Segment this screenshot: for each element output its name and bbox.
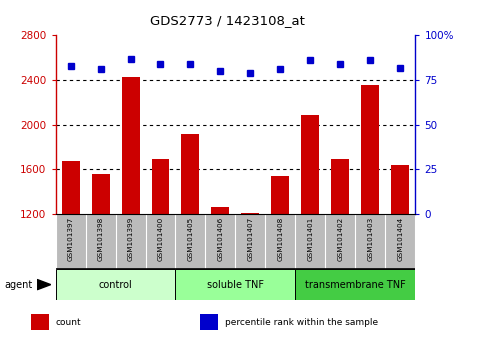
Bar — [31, 314, 49, 330]
Bar — [182, 134, 199, 214]
Bar — [56, 269, 175, 300]
Text: GSM101408: GSM101408 — [277, 217, 284, 261]
Text: GSM101398: GSM101398 — [98, 217, 103, 261]
Bar — [296, 269, 415, 300]
Text: GSM101407: GSM101407 — [247, 217, 254, 261]
Text: GSM101403: GSM101403 — [368, 217, 373, 261]
Bar — [152, 159, 170, 214]
Bar — [212, 207, 229, 214]
Bar — [271, 176, 289, 214]
Text: percentile rank within the sample: percentile rank within the sample — [225, 318, 378, 327]
Bar — [331, 159, 349, 214]
Bar — [175, 269, 296, 300]
Text: GSM101405: GSM101405 — [187, 217, 194, 261]
Bar — [92, 174, 110, 214]
Text: GSM101406: GSM101406 — [217, 217, 224, 261]
Text: count: count — [56, 318, 82, 327]
Text: transmembrane TNF: transmembrane TNF — [305, 280, 406, 290]
Text: soluble TNF: soluble TNF — [207, 280, 264, 290]
Text: GSM101399: GSM101399 — [128, 217, 133, 261]
Text: GSM101404: GSM101404 — [398, 217, 403, 261]
Bar — [61, 161, 80, 214]
Polygon shape — [37, 280, 51, 290]
Text: control: control — [99, 280, 132, 290]
Text: GSM101400: GSM101400 — [157, 217, 164, 261]
Bar — [200, 314, 218, 330]
Text: GDS2773 / 1423108_at: GDS2773 / 1423108_at — [150, 14, 304, 27]
Text: GSM101397: GSM101397 — [68, 217, 73, 261]
Text: agent: agent — [5, 280, 33, 290]
Bar — [391, 165, 410, 214]
Text: GSM101401: GSM101401 — [307, 217, 313, 261]
Bar — [361, 85, 379, 214]
Bar — [122, 77, 140, 214]
Text: GSM101402: GSM101402 — [338, 217, 343, 261]
Bar — [242, 213, 259, 214]
Bar — [301, 115, 319, 214]
